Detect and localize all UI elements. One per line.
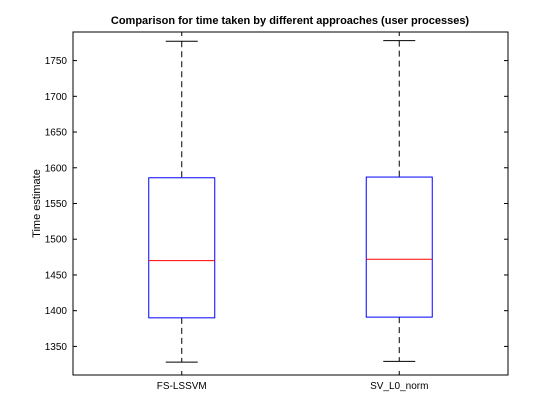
box-series (148, 40, 433, 363)
y-tick-label-1400: 1400 (45, 306, 68, 317)
y-tick-label-1650: 1650 (45, 128, 68, 139)
chart-title: Comparison for time taken by different a… (111, 15, 470, 27)
y-tick-label-1550: 1550 (45, 199, 68, 210)
y-tick-label-1750: 1750 (45, 56, 68, 67)
x-tick-label-0: FS-LSSVM (157, 381, 207, 392)
box-1 (365, 40, 433, 362)
x-axis: FS-LSSVM SV_L0_norm (157, 32, 428, 392)
plot-area-frame (72, 31, 509, 376)
y-tick-label-1350: 1350 (45, 342, 68, 353)
y-tick-label-1700: 1700 (45, 92, 68, 103)
y-tick-label-1600: 1600 (45, 163, 68, 174)
box-rect-0 (148, 177, 216, 319)
x-tick-label-1: SV_L0_norm (370, 381, 428, 392)
y-axis: 1350 1400 1450 1500 1550 1600 1650 1700 1750 (45, 56, 508, 353)
y-tick-label-1450: 1450 (45, 270, 68, 281)
y-axis-label: Time estimate (31, 169, 43, 238)
box-0 (148, 40, 216, 363)
box-rect-1 (365, 176, 433, 318)
y-tick-label-1500: 1500 (45, 235, 68, 246)
